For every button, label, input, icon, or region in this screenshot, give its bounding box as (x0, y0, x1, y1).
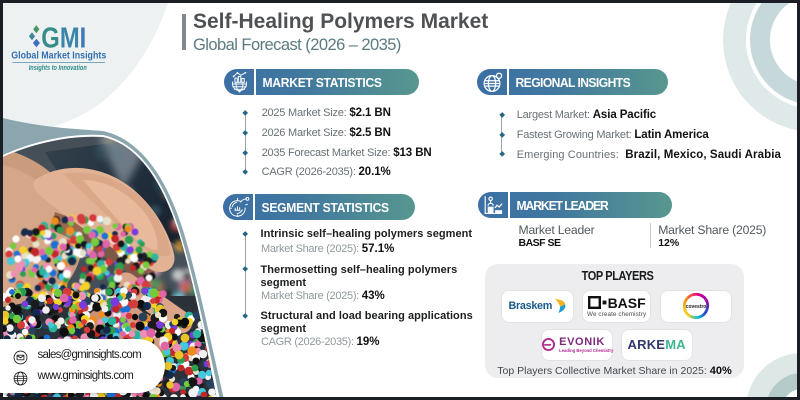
svg-text:Insights to Innovation: Insights to Innovation (29, 63, 87, 72)
svg-text:G: G (41, 21, 59, 54)
svg-text:covestro: covestro (686, 304, 707, 310)
svg-text:I: I (80, 21, 87, 54)
svg-text:Global Market Insights: Global Market Insights (11, 49, 106, 61)
svg-text:M: M (60, 21, 80, 54)
